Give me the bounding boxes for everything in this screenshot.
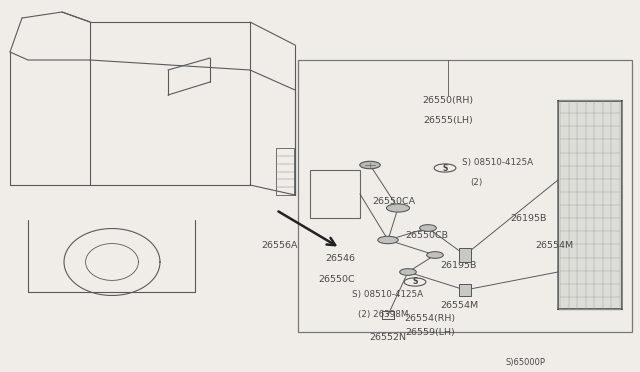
Ellipse shape xyxy=(360,161,380,169)
Ellipse shape xyxy=(420,225,436,231)
Text: 26556A: 26556A xyxy=(262,241,298,250)
Ellipse shape xyxy=(434,164,456,172)
Text: S) 08510-4125A: S) 08510-4125A xyxy=(462,157,533,167)
Text: 26552N: 26552N xyxy=(369,334,406,343)
Text: S)65000P: S)65000P xyxy=(505,357,545,366)
Text: S: S xyxy=(412,278,418,286)
Bar xyxy=(459,285,472,296)
Ellipse shape xyxy=(399,269,417,275)
Text: S) 08510-4125A: S) 08510-4125A xyxy=(352,291,423,299)
Text: 26550CB: 26550CB xyxy=(405,231,448,240)
Text: (2): (2) xyxy=(470,177,483,186)
Bar xyxy=(310,170,360,218)
FancyBboxPatch shape xyxy=(558,100,622,310)
Text: 26550CA: 26550CA xyxy=(372,198,415,206)
Text: 26195B: 26195B xyxy=(440,260,476,269)
Ellipse shape xyxy=(427,251,444,258)
Text: 26550(RH): 26550(RH) xyxy=(422,96,474,105)
Ellipse shape xyxy=(387,204,410,212)
Text: 26559(LH): 26559(LH) xyxy=(405,327,455,337)
Text: 26555(LH): 26555(LH) xyxy=(423,115,473,125)
Bar xyxy=(459,247,472,262)
Text: 26554(RH): 26554(RH) xyxy=(404,314,456,323)
Text: (2) 26398M: (2) 26398M xyxy=(358,311,408,320)
Bar xyxy=(298,60,632,332)
Text: 26195B: 26195B xyxy=(510,214,547,222)
Text: 26546: 26546 xyxy=(325,253,355,263)
Text: 26550C: 26550C xyxy=(318,276,355,285)
Text: 26554M: 26554M xyxy=(535,241,573,250)
Text: S: S xyxy=(442,164,448,173)
Bar xyxy=(276,148,294,195)
Ellipse shape xyxy=(404,278,426,286)
Ellipse shape xyxy=(378,236,398,244)
Text: 26554M: 26554M xyxy=(440,301,478,310)
